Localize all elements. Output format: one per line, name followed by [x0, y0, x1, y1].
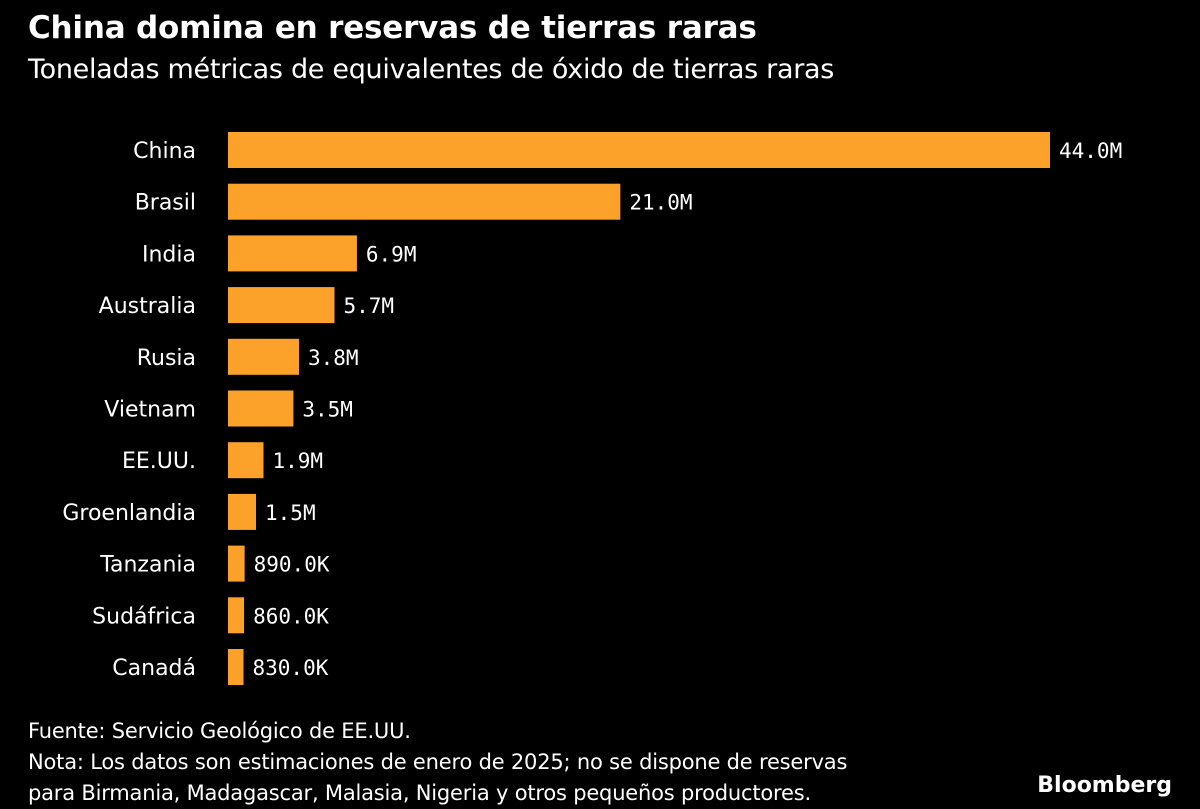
- value-label: 3.8M: [308, 346, 359, 370]
- value-label: 890.0K: [254, 553, 330, 577]
- bar: [228, 390, 294, 427]
- note-line-1: Nota: Los datos son estimaciones de ener…: [28, 750, 848, 774]
- category-label: Australia: [99, 294, 196, 319]
- category-label: Sudáfrica: [92, 604, 196, 629]
- bar: [228, 235, 357, 272]
- value-label: 3.5M: [302, 398, 353, 422]
- bar: [228, 132, 1050, 168]
- note-line-2: para Birmania, Madagascar, Malasia, Nige…: [28, 781, 811, 805]
- category-label: Brasil: [135, 191, 196, 216]
- category-label: Groenlandia: [62, 501, 196, 526]
- category-label: Canadá: [112, 656, 196, 681]
- value-label: 44.0M: [1059, 139, 1122, 163]
- bar: [228, 442, 264, 479]
- chart-title: China domina en reservas de tierras rara…: [28, 10, 757, 46]
- bloomberg-logo: Bloomberg: [1037, 773, 1172, 798]
- bar: [228, 287, 335, 324]
- category-label: Vietnam: [104, 398, 196, 423]
- value-label: 6.9M: [366, 242, 417, 266]
- bar: [228, 649, 244, 685]
- category-label: Rusia: [137, 346, 196, 371]
- bar: [228, 597, 245, 634]
- bar: [228, 545, 245, 582]
- source-note: Fuente: Servicio Geológico de EE.UU.: [28, 719, 411, 743]
- value-label: 1.9M: [272, 449, 323, 473]
- chart-subtitle: Toneladas métricas de equivalentes de óx…: [28, 54, 835, 85]
- value-label: 860.0K: [253, 604, 329, 628]
- value-label: 21.0M: [629, 191, 692, 215]
- bar: [228, 183, 621, 220]
- category-label: India: [142, 242, 196, 267]
- value-label: 5.7M: [343, 294, 394, 318]
- category-label: EE.UU.: [122, 449, 196, 474]
- bar: [228, 338, 299, 375]
- value-label: 1.5M: [265, 501, 316, 525]
- value-label: 830.0K: [253, 656, 329, 680]
- chart-footer: Fuente: Servicio Geológico de EE.UU. Not…: [28, 716, 847, 809]
- category-label: Tanzania: [99, 553, 196, 578]
- category-label: China: [133, 139, 196, 164]
- bar: [228, 493, 257, 530]
